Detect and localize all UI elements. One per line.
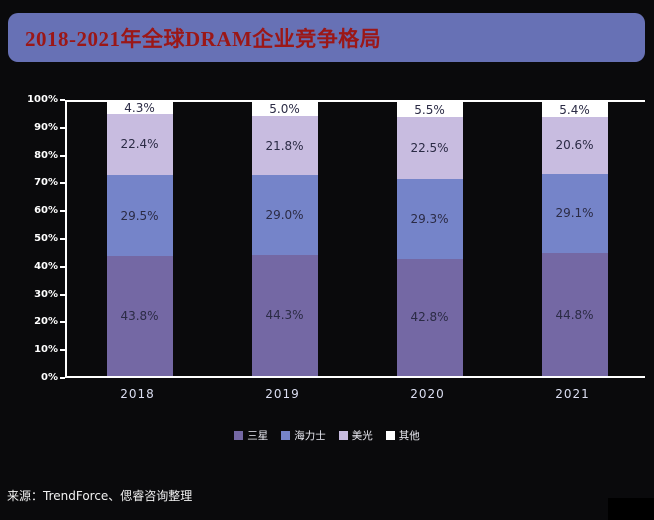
- y-axis-tick-mark: [60, 238, 65, 240]
- segment-value-label: 22.5%: [410, 140, 449, 155]
- bar-segment-三星-2020: 42.8%: [396, 258, 463, 376]
- segment-value-label: 20.6%: [555, 138, 594, 153]
- segment-value-label: 29.3%: [410, 211, 449, 226]
- y-axis-tick-label: 80%: [34, 149, 58, 161]
- y-axis-tick-label: 90%: [34, 121, 58, 133]
- legend-item-三星: 三星: [234, 428, 268, 443]
- y-axis-tick-label: 50%: [34, 233, 58, 244]
- y-axis-tick-label: 70%: [34, 177, 58, 189]
- bar-segment-三星-2018: 43.8%: [106, 256, 173, 376]
- y-axis-tick-label: 60%: [34, 205, 58, 217]
- x-axis-label-2019: 2019: [265, 387, 300, 401]
- y-axis-tick-mark: [60, 99, 65, 101]
- bar-segment-海力士-2021: 29.1%: [541, 173, 608, 254]
- y-axis-tick-mark: [60, 210, 65, 213]
- y-axis-tick-label: 10%: [34, 344, 58, 356]
- x-axis-label-2018: 2018: [120, 387, 155, 401]
- legend-item-美光: 美光: [338, 428, 373, 443]
- plot-area: 43.8% 29.5% 22.4% 4.3% 44.3% 29.0% 21.8% 5.0% 42…: [65, 100, 645, 378]
- watermark-box: [608, 498, 654, 520]
- segment-value-label: 43.8%: [120, 309, 159, 323]
- y-axis-tick-mark: [60, 154, 65, 157]
- y-axis-tick-mark: [60, 349, 65, 352]
- title-bar: 2018-2021年全球DRAM企业竞争格局: [8, 13, 645, 62]
- segment-value-label: 5.0%: [269, 101, 300, 116]
- legend: 三星 海力士 美光 其他: [0, 428, 654, 443]
- y-axis-tick-label: 40%: [34, 260, 58, 272]
- y-axis-tick-mark: [60, 182, 65, 185]
- bar-segment-三星-2019: 44.3%: [251, 254, 318, 376]
- bar-segment-其他-2019: 5.0%: [251, 102, 318, 116]
- segment-value-label: 4.3%: [124, 100, 155, 115]
- y-axis-tick-label: 0%: [41, 372, 58, 383]
- bar-segment-其他-2020: 5.5%: [396, 102, 463, 118]
- y-axis-tick-mark: [60, 377, 65, 379]
- legend-label: 其他: [398, 430, 420, 442]
- bar-segment-三星-2021: 44.8%: [541, 253, 608, 376]
- y-axis-tick-mark: [60, 126, 65, 129]
- segment-value-label: 22.4%: [120, 137, 159, 152]
- x-axis-label-2020: 2020: [410, 387, 445, 401]
- y-axis-tick-mark: [60, 293, 65, 296]
- bar-segment-海力士-2020: 29.3%: [396, 178, 463, 259]
- bar-2020: 42.8% 29.3% 22.5% 5.5%: [396, 102, 463, 376]
- y-axis-tick-label: 100%: [27, 94, 58, 105]
- source-text: 来源：TrendForce、偲睿咨询整理: [7, 489, 193, 503]
- legend-swatch-icon: [234, 431, 244, 440]
- legend-label: 海力士: [294, 430, 326, 442]
- segment-value-label: 29.0%: [265, 208, 304, 223]
- segment-value-label: 42.8%: [410, 310, 449, 325]
- segment-value-label: 5.5%: [414, 102, 445, 117]
- legend-item-其他: 其他: [385, 428, 420, 443]
- bar-2018: 43.8% 29.5% 22.4% 4.3%: [106, 101, 173, 376]
- legend-swatch-icon: [281, 431, 291, 440]
- bar-segment-美光-2020: 22.5%: [396, 117, 463, 179]
- legend-swatch-icon: [385, 431, 395, 440]
- segment-value-label: 5.4%: [559, 102, 590, 117]
- segment-value-label: 29.5%: [120, 208, 159, 223]
- legend-label: 美光: [351, 430, 373, 442]
- segment-value-label: 29.1%: [555, 206, 594, 221]
- bar-segment-其他-2021: 5.4%: [541, 102, 608, 118]
- bar-segment-其他-2018: 4.3%: [106, 101, 173, 115]
- y-axis-tick-label: 20%: [34, 316, 58, 328]
- bar-2019: 44.3% 29.0% 21.8% 5.0%: [251, 102, 318, 376]
- bar-segment-美光-2021: 20.6%: [541, 117, 608, 174]
- x-axis-label-2021: 2021: [555, 387, 590, 401]
- chart-title: 2018-2021年全球DRAM企业竞争格局: [25, 26, 382, 51]
- legend-swatch-icon: [338, 431, 348, 440]
- segment-value-label: 44.8%: [555, 307, 594, 322]
- y-axis-tick-mark: [60, 265, 65, 268]
- y-axis-tick-mark: [60, 321, 65, 324]
- bar-segment-美光-2018: 22.4%: [106, 113, 173, 176]
- bar-2021: 44.8% 29.1% 20.6% 5.4%: [541, 102, 608, 376]
- y-axis-tick-label: 30%: [34, 288, 58, 300]
- legend-item-海力士: 海力士: [281, 428, 326, 443]
- bar-segment-海力士-2018: 29.5%: [106, 175, 173, 256]
- segment-value-label: 21.8%: [265, 138, 304, 153]
- bar-segment-美光-2019: 21.8%: [251, 115, 318, 176]
- segment-value-label: 44.3%: [265, 308, 304, 323]
- legend-label: 三星: [247, 430, 269, 442]
- bar-segment-海力士-2019: 29.0%: [251, 175, 318, 255]
